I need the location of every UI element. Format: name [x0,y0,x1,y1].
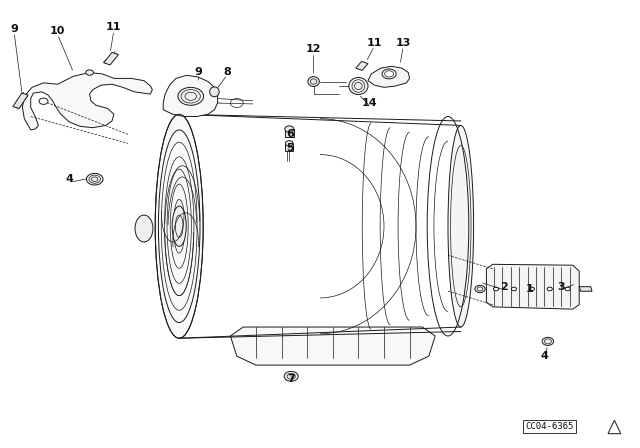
Text: 2: 2 [500,282,508,292]
Polygon shape [368,66,410,87]
Text: 3: 3 [557,282,564,292]
Ellipse shape [86,70,93,75]
Ellipse shape [285,141,293,146]
Text: 11: 11 [367,38,382,47]
Polygon shape [22,73,152,130]
Text: 7: 7 [287,374,295,383]
Ellipse shape [284,371,298,381]
Ellipse shape [448,125,474,327]
Text: 14: 14 [362,98,378,108]
Text: 8: 8 [223,67,231,77]
Bar [285,144,293,151]
Ellipse shape [178,87,204,105]
Ellipse shape [285,126,294,132]
Ellipse shape [475,285,485,293]
Text: 13: 13 [396,38,411,47]
Text: 10: 10 [50,26,65,36]
Ellipse shape [547,287,552,291]
Ellipse shape [542,337,554,345]
Ellipse shape [210,87,220,97]
Ellipse shape [349,78,368,95]
Polygon shape [230,327,435,365]
Polygon shape [356,61,368,70]
Text: 12: 12 [306,44,321,54]
Bar [285,129,294,137]
Ellipse shape [86,173,103,185]
Text: 4: 4 [65,174,73,184]
Text: 5: 5 [286,143,294,153]
Ellipse shape [493,287,499,291]
Ellipse shape [172,206,186,246]
Ellipse shape [511,287,516,291]
Text: 9: 9 [10,24,18,34]
Text: 1: 1 [526,284,534,294]
Ellipse shape [308,77,319,86]
Text: 4: 4 [540,351,548,361]
Polygon shape [13,93,28,108]
Ellipse shape [39,98,48,104]
Polygon shape [163,75,218,116]
Ellipse shape [382,69,396,79]
Ellipse shape [135,215,153,242]
Ellipse shape [565,287,570,291]
Ellipse shape [529,287,534,291]
Polygon shape [579,287,592,291]
Text: 11: 11 [106,22,122,32]
Ellipse shape [156,114,204,338]
Polygon shape [486,264,579,309]
Text: CC04-6365: CC04-6365 [525,422,573,431]
Text: 9: 9 [195,67,202,77]
Text: 6: 6 [286,129,294,139]
Polygon shape [104,52,118,65]
